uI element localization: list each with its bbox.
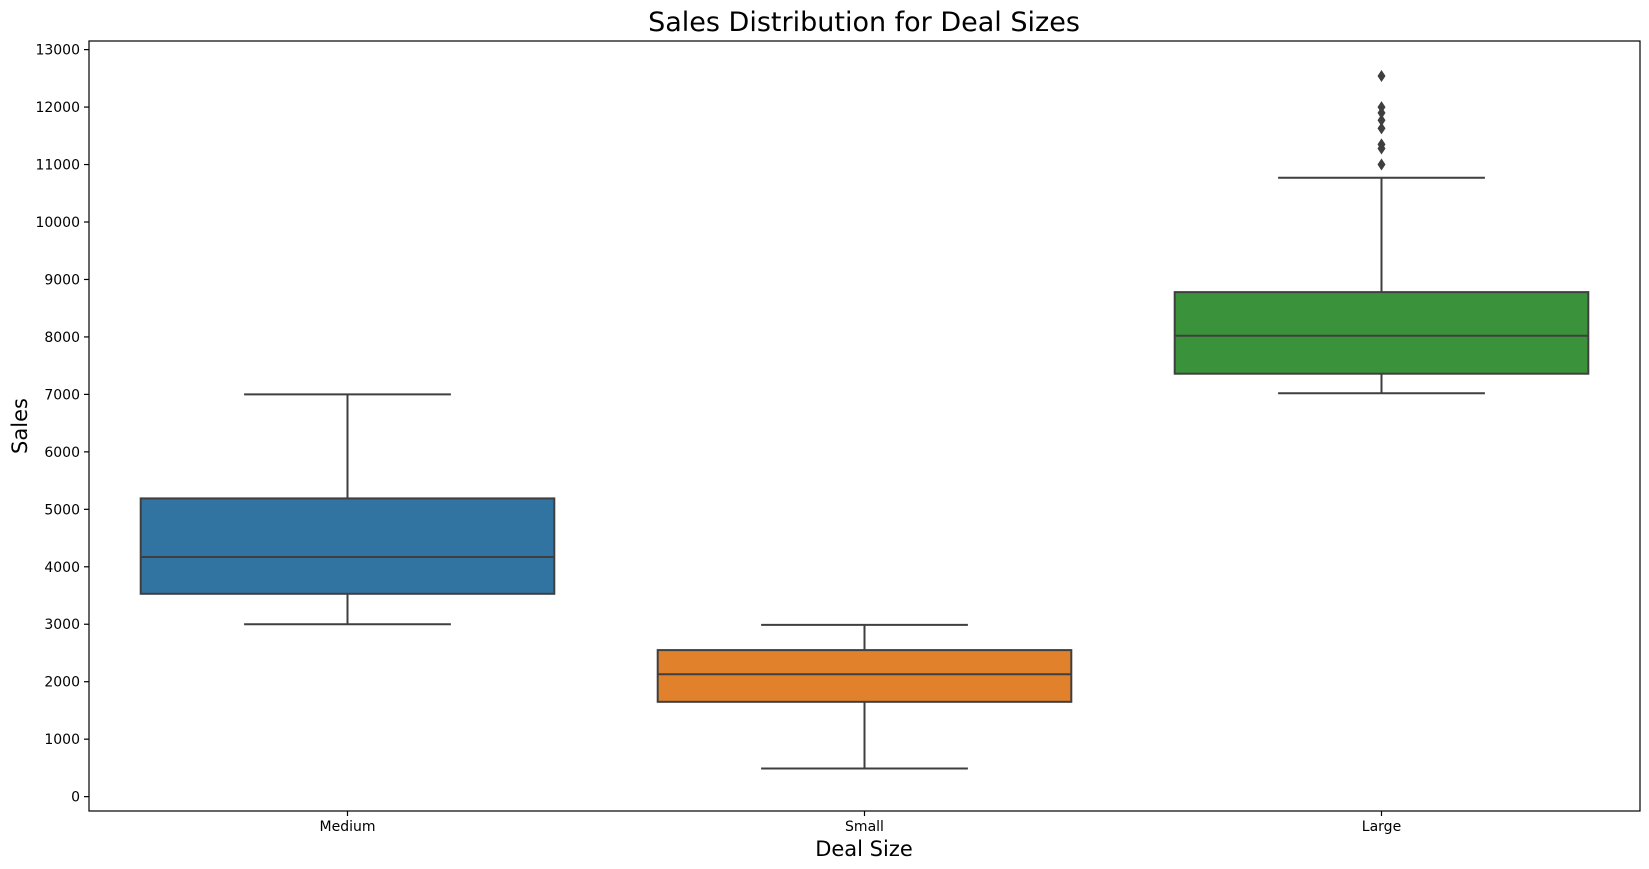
- box-medium: [139, 393, 556, 626]
- outlier-point: [1377, 114, 1386, 127]
- x-axis: Medium Small Large: [320, 811, 1401, 835]
- y-tick-label: 12000: [35, 100, 80, 116]
- outlier-point: [1377, 70, 1386, 83]
- y-tick-label: 4000: [44, 560, 80, 576]
- y-tick-label: 2000: [44, 675, 80, 691]
- y-tick-label: 10000: [35, 215, 80, 231]
- box-large: [1173, 70, 1590, 395]
- y-tick-label: 1000: [44, 732, 80, 748]
- y-axis: 0 1000 2000 3000 4000 5000 6000 7000 8000 9000 100…: [35, 43, 89, 806]
- y-tick-label: 9000: [44, 272, 80, 288]
- x-tick-label: Large: [1362, 819, 1401, 835]
- outlier-point: [1377, 122, 1386, 135]
- outlier-point: [1377, 101, 1386, 114]
- y-tick-label: 13000: [35, 43, 80, 59]
- iqr-box: [139, 497, 556, 595]
- y-tick-label: 7000: [44, 387, 80, 403]
- x-axis-label: Deal Size: [815, 837, 913, 861]
- outlier-point: [1377, 138, 1386, 151]
- outlier-point: [1377, 158, 1386, 171]
- iqr-box: [1173, 291, 1590, 375]
- y-tick-label: 11000: [35, 158, 80, 174]
- plot-area: [139, 70, 1590, 770]
- box-small: [656, 623, 1073, 770]
- y-tick-label: 5000: [44, 502, 80, 518]
- y-tick-label: 8000: [44, 330, 80, 346]
- x-tick-label: Small: [845, 819, 884, 835]
- y-axis-label: Sales: [8, 398, 32, 454]
- y-tick-label: 3000: [44, 617, 80, 633]
- y-tick-label: 0: [71, 790, 80, 806]
- chart-title: Sales Distribution for Deal Sizes: [648, 7, 1080, 38]
- x-tick-label: Medium: [320, 819, 376, 835]
- y-tick-label: 6000: [44, 445, 80, 461]
- iqr-box: [656, 649, 1073, 703]
